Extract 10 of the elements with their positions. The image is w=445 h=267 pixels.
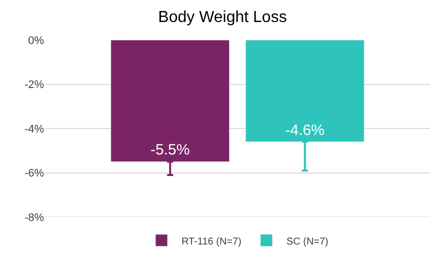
y-tick-label: 0%: [28, 34, 44, 47]
y-tick-label: -2%: [24, 79, 44, 92]
data-label: -4.6%: [285, 122, 324, 139]
legend-label: SC (N=7): [286, 236, 328, 248]
y-tick-label: -6%: [24, 168, 44, 180]
chart-title: Body Weight Loss: [158, 8, 287, 26]
data-label: -5.5%: [150, 142, 190, 159]
y-tick-label: -4%: [24, 123, 44, 136]
y-tick-label: -8%: [24, 212, 44, 224]
legend-label: RT-116 (N=7): [182, 236, 242, 248]
